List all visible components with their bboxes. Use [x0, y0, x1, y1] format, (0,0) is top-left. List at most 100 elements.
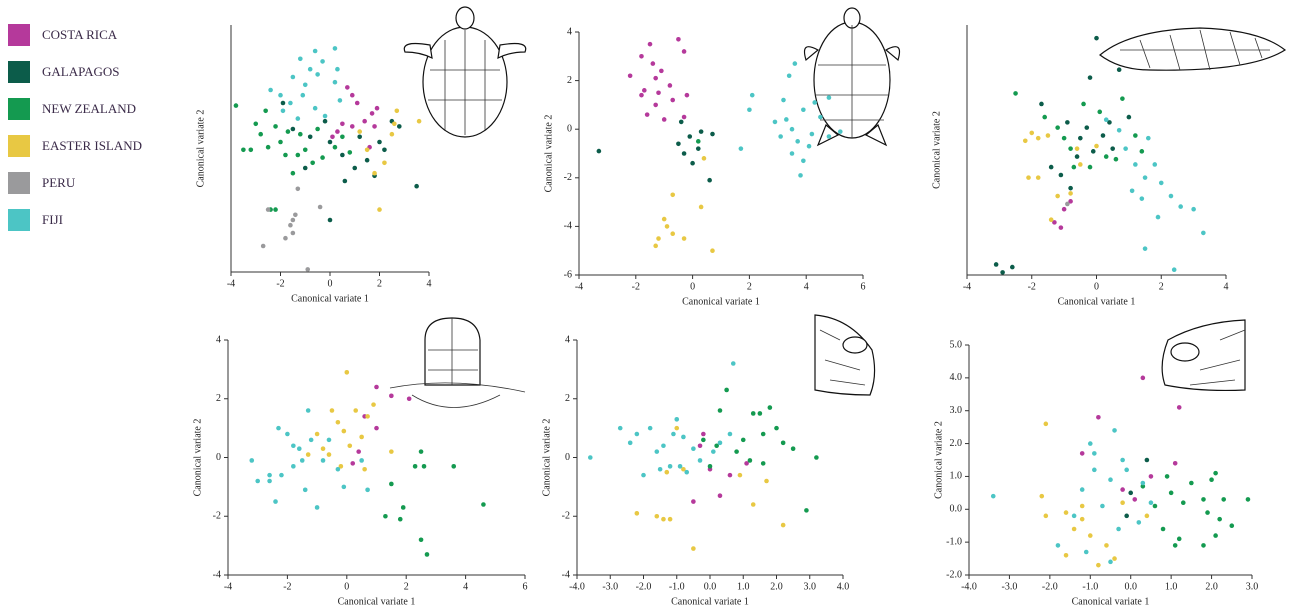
turtle-plastron [803, 7, 901, 147]
point [335, 419, 341, 425]
point [653, 102, 658, 108]
point [267, 472, 272, 478]
point [1172, 460, 1178, 466]
point [1026, 175, 1031, 180]
point [814, 455, 819, 460]
point [335, 66, 340, 72]
point [642, 88, 647, 93]
point [338, 464, 344, 469]
point [300, 92, 306, 98]
point [750, 411, 756, 416]
point [1148, 500, 1154, 506]
y-tick-label: 0 [567, 123, 572, 134]
point [322, 113, 328, 119]
point [1039, 101, 1044, 107]
point [639, 54, 644, 59]
point [664, 469, 670, 475]
point [305, 267, 311, 272]
point [681, 49, 687, 54]
point [291, 443, 296, 449]
x-tick-label: 4 [427, 278, 432, 289]
x-tick-label: 4 [1224, 281, 1229, 292]
point [400, 505, 406, 510]
y-tick-label: -2.0 [946, 569, 962, 580]
point [1043, 421, 1049, 427]
y-tick-label: 3.0 [950, 405, 963, 416]
point [290, 217, 296, 223]
legend-swatch [8, 135, 30, 157]
point [826, 134, 832, 139]
point [1217, 516, 1222, 522]
point [1146, 135, 1151, 141]
point [1116, 127, 1122, 133]
x-axis-title: Canonical variate 1 [671, 596, 749, 607]
y-tick-label: 0.0 [950, 504, 963, 515]
head-dorsal [389, 317, 526, 408]
point [268, 87, 273, 93]
point [681, 236, 687, 241]
point [1039, 493, 1045, 499]
point [1087, 533, 1093, 538]
point [634, 511, 640, 516]
x-tick-label: 2 [377, 278, 382, 289]
point [1144, 457, 1150, 463]
point [283, 152, 288, 158]
point [416, 118, 422, 124]
x-tick-label: 4.0 [837, 581, 850, 592]
point [795, 139, 800, 144]
point [374, 384, 379, 390]
point [781, 97, 786, 103]
point [639, 92, 644, 98]
point [1068, 146, 1073, 151]
point [707, 464, 713, 469]
point [674, 425, 680, 431]
point [701, 431, 706, 437]
point [1142, 246, 1148, 251]
point [352, 165, 358, 171]
point [1201, 497, 1206, 502]
point [350, 461, 356, 466]
point [249, 458, 255, 463]
point [659, 68, 664, 74]
legend-label: COSTA RICA [42, 27, 118, 42]
point [320, 458, 326, 463]
point [656, 90, 661, 96]
point [1068, 185, 1073, 191]
point [674, 417, 680, 422]
point [1087, 75, 1093, 80]
point [1103, 117, 1109, 123]
point [290, 170, 296, 176]
point [1152, 503, 1158, 509]
point [1061, 206, 1067, 212]
y-tick-label: 4 [565, 334, 570, 345]
x-tick-label: 0 [1094, 281, 1099, 292]
y-tick-label: -1.0 [946, 536, 962, 547]
point [634, 431, 640, 437]
point [342, 178, 348, 184]
x-tick-label: 1.0 [1165, 581, 1178, 592]
point [322, 118, 328, 124]
point [780, 522, 786, 528]
point [1071, 513, 1077, 519]
point [744, 461, 749, 466]
point [1201, 543, 1206, 548]
point [280, 100, 286, 106]
point [340, 134, 345, 140]
point [382, 147, 387, 153]
point [717, 408, 723, 413]
point [1155, 214, 1161, 220]
point [341, 484, 347, 490]
x-tick-label: 1.0 [737, 581, 750, 592]
point [374, 425, 379, 431]
point [1084, 125, 1090, 130]
point [320, 155, 325, 160]
point [298, 56, 303, 62]
legend-label: GALAPAGOS [42, 64, 120, 79]
point [684, 92, 690, 98]
point [1221, 497, 1226, 502]
point [414, 183, 419, 189]
point [806, 143, 812, 149]
x-tick-label: -1.0 [669, 581, 685, 592]
point [1120, 487, 1125, 492]
point [315, 126, 320, 132]
